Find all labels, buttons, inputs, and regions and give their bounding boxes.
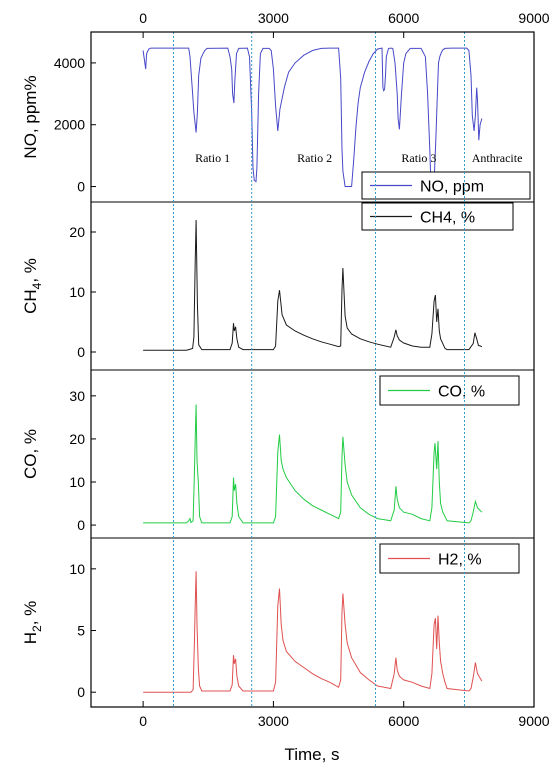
- legend-label: CO, %: [438, 384, 485, 401]
- y-axis-label: H2, %: [21, 601, 44, 645]
- y-tick-label: 0: [77, 517, 85, 533]
- y-tick-label: 5: [77, 623, 85, 639]
- series-line-0: [142, 47, 483, 188]
- legend-box: [379, 375, 520, 406]
- region-label: Ratio 1: [195, 151, 230, 165]
- top-x-tick-label: 3000: [258, 10, 289, 26]
- y-axis-label: NO, ppm%: [21, 75, 40, 158]
- plot-frame: [90, 31, 535, 708]
- y-tick-label: 0: [77, 344, 85, 360]
- region-label: Ratio 2: [297, 151, 332, 165]
- x-tick-label: 9000: [518, 713, 549, 729]
- y-tick-label: 0: [77, 684, 85, 700]
- series-line-1: [143, 219, 483, 351]
- y-tick-label: 10: [69, 561, 85, 577]
- y-tick-label: 20: [69, 431, 85, 447]
- legend-label: CH4, %: [420, 210, 475, 227]
- legend-label: H2, %: [438, 552, 482, 569]
- x-axis-label: Time, s: [284, 745, 339, 764]
- top-x-tick-label: 9000: [518, 10, 549, 26]
- y-tick-label: 4000: [54, 55, 85, 71]
- series-line-2: [143, 404, 483, 524]
- x-tick-label: 3000: [258, 713, 289, 729]
- x-tick-label: 0: [139, 713, 147, 729]
- y-tick-label: 0: [77, 179, 85, 195]
- top-x-tick-label: 0: [139, 10, 147, 26]
- y-tick-label: 10: [69, 474, 85, 490]
- series-line-3: [143, 571, 483, 693]
- legend-label: NO, ppm: [420, 179, 484, 196]
- region-label: Ratio 3: [401, 151, 436, 165]
- region-label: Anthracite: [472, 151, 523, 165]
- y-tick-label: 30: [69, 388, 85, 404]
- y-axis-label: CH4, %: [21, 258, 44, 314]
- top-x-tick-label: 6000: [388, 10, 419, 26]
- y-axis-label: CO, %: [21, 429, 40, 479]
- y-tick-label: 2000: [54, 117, 85, 133]
- y-tick-label: 10: [69, 284, 85, 300]
- x-tick-label: 6000: [388, 713, 419, 729]
- y-tick-label: 20: [69, 224, 85, 240]
